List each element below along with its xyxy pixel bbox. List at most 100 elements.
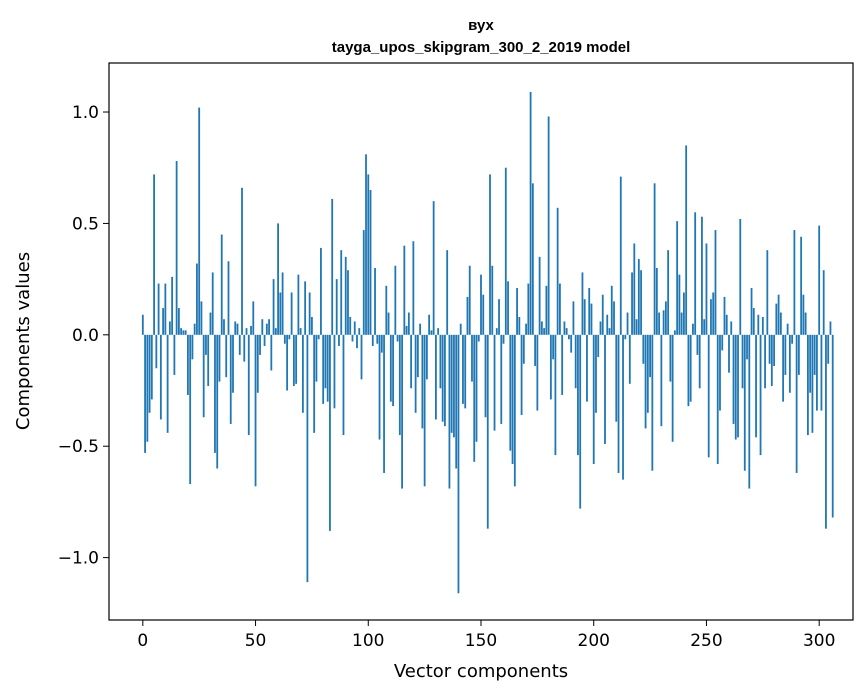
bar (509, 334, 512, 451)
y-tick-label: 0.5 (72, 214, 99, 234)
x-axis-label: Vector components (394, 661, 568, 682)
bar (561, 334, 564, 395)
x-tick-label: 50 (245, 631, 267, 651)
bar (444, 334, 446, 427)
bar (784, 334, 787, 375)
bar (604, 334, 606, 444)
bar (182, 330, 185, 335)
bar (157, 283, 160, 335)
bar (166, 334, 169, 433)
bar (692, 323, 694, 335)
bar (583, 299, 586, 335)
bar (412, 241, 415, 335)
bar (619, 176, 622, 335)
bar (153, 174, 155, 335)
bar (788, 334, 791, 393)
bar (712, 292, 715, 335)
x-tick-label: 200 (578, 631, 610, 651)
bar (376, 334, 379, 344)
bar (403, 245, 406, 335)
bar (216, 334, 219, 469)
bar (757, 314, 760, 335)
bar (701, 216, 703, 335)
bar (764, 334, 766, 389)
bar (549, 334, 552, 400)
bar (748, 334, 751, 489)
bar (779, 312, 782, 335)
bar (511, 334, 514, 465)
x-axis-ticks: 0 50 100 150 200 250 300 (137, 620, 835, 651)
bar (277, 223, 279, 335)
bar (592, 334, 595, 465)
bar (322, 334, 325, 404)
bar (466, 296, 469, 335)
bar (516, 288, 518, 335)
bar (196, 263, 198, 335)
bar (554, 334, 557, 456)
bar (610, 285, 613, 335)
bar (405, 325, 408, 335)
bar (396, 334, 399, 342)
bar (495, 328, 498, 335)
bar (148, 334, 151, 413)
bar (646, 334, 649, 413)
bar (159, 334, 162, 420)
bar (279, 292, 282, 335)
bar (631, 272, 633, 335)
bar (274, 328, 277, 335)
y-axis-label: Components values (13, 252, 34, 430)
bar (448, 334, 451, 489)
bar (200, 301, 203, 335)
bar (538, 256, 541, 335)
bar (534, 334, 537, 367)
bar (703, 319, 706, 335)
bar (211, 272, 214, 335)
bar (590, 303, 593, 335)
bar (816, 334, 818, 411)
bar (807, 334, 809, 436)
bar (430, 330, 433, 335)
x-tick-label: 150 (465, 631, 497, 651)
bar (295, 334, 298, 384)
bar (421, 334, 424, 429)
bar (281, 272, 284, 335)
bar (155, 334, 158, 369)
bar (272, 279, 275, 335)
bar (324, 334, 327, 389)
y-tick-label: −0.5 (58, 437, 99, 457)
bar (482, 294, 485, 335)
bar (369, 190, 372, 335)
bar (245, 328, 248, 335)
bar (425, 334, 428, 380)
bar (227, 261, 230, 335)
bar (177, 308, 180, 335)
y-axis-ticks: −1.0 −0.5 0.0 0.5 1.0 (58, 103, 109, 569)
bar (586, 334, 588, 402)
bar (649, 334, 651, 378)
bar (225, 334, 228, 378)
bar (628, 334, 631, 384)
bar (673, 330, 676, 335)
bar (671, 334, 674, 442)
bar (761, 316, 764, 335)
bar (162, 308, 165, 335)
bar (689, 334, 692, 402)
bar (335, 279, 338, 335)
y-tick-label: 0.0 (72, 326, 99, 346)
bar (536, 334, 539, 411)
bar (782, 334, 785, 402)
bar (261, 319, 264, 335)
bar (716, 334, 719, 465)
bar (759, 334, 762, 456)
bar (622, 334, 624, 480)
bar (252, 301, 255, 335)
bar (827, 334, 830, 364)
bar (477, 334, 480, 342)
bar (608, 328, 611, 335)
bar (563, 321, 566, 335)
bar (344, 256, 347, 335)
bar (286, 334, 289, 391)
bar (624, 334, 627, 340)
